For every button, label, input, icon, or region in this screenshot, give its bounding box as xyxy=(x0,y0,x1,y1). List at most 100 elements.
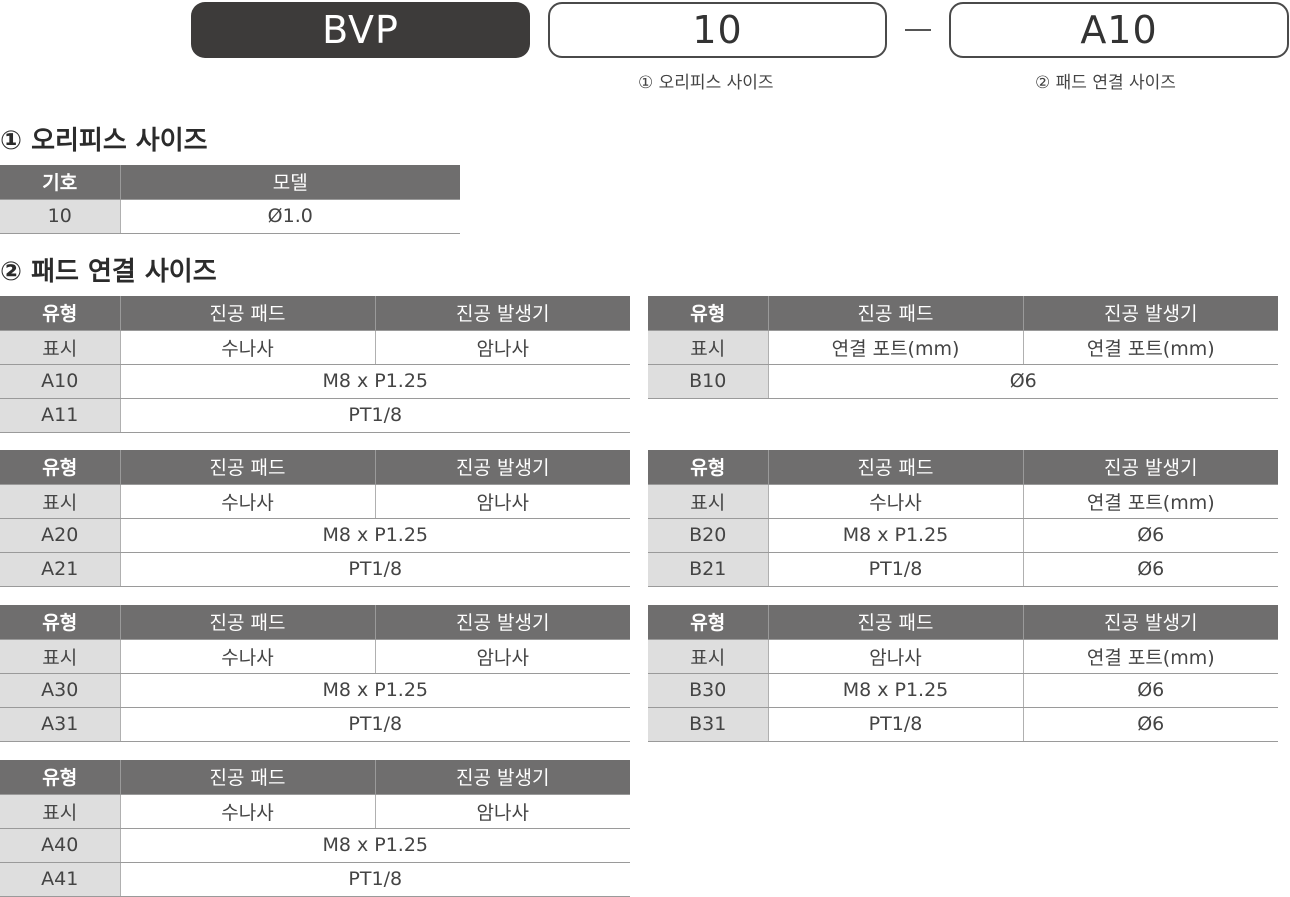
table-row: 표시 연결 포트(mm) 연결 포트(mm) xyxy=(648,330,1278,365)
table-row: A21 PT1/8 xyxy=(0,552,630,587)
table-row: 표시 수나사 암나사 xyxy=(0,484,630,519)
header-vacuum-generator: 진공 발생기 xyxy=(374,450,630,485)
cell-vacuum-pad: M8 x P1.25 xyxy=(119,828,630,863)
table-header-row: 유형 진공 패드 진공 발생기 xyxy=(0,296,630,331)
cell-vacuum-generator: 암나사 xyxy=(374,639,630,674)
table-row: B21 PT1/8 Ø6 xyxy=(648,552,1278,587)
header-type: 유형 xyxy=(0,296,120,331)
cell-type: 표시 xyxy=(0,330,120,365)
table-row: 10 Ø1.0 xyxy=(0,199,460,234)
header-vacuum-generator: 진공 발생기 xyxy=(374,760,630,795)
table-row: A10 M8 x P1.25 xyxy=(0,364,630,399)
orifice-code: 10 xyxy=(692,8,743,52)
pad-table: 유형 진공 패드 진공 발생기 표시 수나사 암나사 A20 M8 x P1.25 A21 PT1… xyxy=(0,450,630,587)
header-vacuum-generator: 진공 발생기 xyxy=(374,605,630,640)
orifice-section-title: ① 오리피스 사이즈 xyxy=(0,126,208,156)
cell-vacuum-generator: 연결 포트(mm) xyxy=(1022,330,1278,365)
table-row: B20 M8 x P1.25 Ø6 xyxy=(648,518,1278,553)
table-row: 표시 수나사 암나사 xyxy=(0,330,630,365)
cell-type: 표시 xyxy=(0,639,120,674)
cell-type: 표시 xyxy=(0,794,120,829)
cell-type: A30 xyxy=(0,673,120,708)
cell-vacuum-generator: 암나사 xyxy=(374,484,630,519)
orifice-caption: ① 오리피스 사이즈 xyxy=(638,73,774,93)
cell-vacuum-pad: 수나사 xyxy=(119,330,375,365)
table-header-row: 유형 진공 패드 진공 발생기 xyxy=(648,296,1278,331)
cell-type: A10 xyxy=(0,364,120,399)
cell-vacuum-pad: Ø6 xyxy=(767,364,1278,399)
cell-type: B10 xyxy=(648,364,768,399)
cell-vacuum-pad: PT1/8 xyxy=(767,552,1023,587)
cell-type: 표시 xyxy=(648,330,768,365)
header-vacuum-pad: 진공 패드 xyxy=(119,296,375,331)
cell-type: A31 xyxy=(0,707,120,742)
cell-vacuum-generator: 암나사 xyxy=(374,330,630,365)
model-code-box: BVP xyxy=(191,2,530,58)
orifice-code-box: 10 xyxy=(548,2,887,58)
header-vacuum-generator: 진공 발생기 xyxy=(1022,296,1278,331)
cell-type: B30 xyxy=(648,673,768,708)
cell-vacuum-pad: M8 x P1.25 xyxy=(767,673,1023,708)
header-type: 유형 xyxy=(648,605,768,640)
header-vacuum-pad: 진공 패드 xyxy=(767,605,1023,640)
cell-vacuum-pad: 수나사 xyxy=(119,794,375,829)
header-type: 유형 xyxy=(648,450,768,485)
cell-vacuum-pad: 수나사 xyxy=(119,639,375,674)
header-vacuum-pad: 진공 패드 xyxy=(119,760,375,795)
table-row: A11 PT1/8 xyxy=(0,398,630,433)
table-header-row: 유형 진공 패드 진공 발생기 xyxy=(0,760,630,795)
table-row: 표시 암나사 연결 포트(mm) xyxy=(648,639,1278,674)
header-model: 모델 xyxy=(119,165,460,200)
table-header-row: 기호 모델 xyxy=(0,165,460,200)
pad-code-box: A10 xyxy=(949,2,1289,58)
separator-dash xyxy=(905,29,931,31)
pad-code: A10 xyxy=(1080,8,1158,52)
orifice-table: 기호 모델 10 Ø1.0 xyxy=(0,165,460,234)
table-row: 표시 수나사 암나사 xyxy=(0,639,630,674)
cell-vacuum-pad: PT1/8 xyxy=(119,552,630,587)
cell-vacuum-generator: 암나사 xyxy=(374,794,630,829)
pad-table: 유형 진공 패드 진공 발생기 표시 암나사 연결 포트(mm) B30 M8 x P1.25… xyxy=(648,605,1278,742)
cell-vacuum-pad: M8 x P1.25 xyxy=(119,518,630,553)
cell-vacuum-generator: Ø6 xyxy=(1022,673,1278,708)
pad-table: 유형 진공 패드 진공 발생기 표시 수나사 암나사 A30 M8 x P1.25 A31 PT1… xyxy=(0,605,630,742)
header-type: 유형 xyxy=(0,605,120,640)
table-row: B31 PT1/8 Ø6 xyxy=(648,707,1278,742)
table-row: A30 M8 x P1.25 xyxy=(0,673,630,708)
cell-type: A11 xyxy=(0,398,120,433)
cell-vacuum-generator: 연결 포트(mm) xyxy=(1022,484,1278,519)
table-row: 표시 수나사 연결 포트(mm) xyxy=(648,484,1278,519)
table-header-row: 유형 진공 패드 진공 발생기 xyxy=(648,450,1278,485)
table-header-row: 유형 진공 패드 진공 발생기 xyxy=(0,605,630,640)
table-row: A40 M8 x P1.25 xyxy=(0,828,630,863)
pad-table: 유형 진공 패드 진공 발생기 표시 수나사 암나사 A10 M8 x P1.25 A11 PT1… xyxy=(0,296,630,433)
pad-table: 유형 진공 패드 진공 발생기 표시 수나사 연결 포트(mm) B20 M8 x P1.25… xyxy=(648,450,1278,587)
cell-model: Ø1.0 xyxy=(119,199,460,234)
table-row: A31 PT1/8 xyxy=(0,707,630,742)
header-vacuum-pad: 진공 패드 xyxy=(767,296,1023,331)
cell-vacuum-pad: 수나사 xyxy=(767,484,1023,519)
header-vacuum-pad: 진공 패드 xyxy=(119,605,375,640)
header-vacuum-generator: 진공 발생기 xyxy=(374,296,630,331)
pad-table: 유형 진공 패드 진공 발생기 표시 수나사 암나사 A40 M8 x P1.25 A41 PT1… xyxy=(0,760,630,897)
cell-symbol: 10 xyxy=(0,199,120,234)
cell-type: B20 xyxy=(648,518,768,553)
table-row: 표시 수나사 암나사 xyxy=(0,794,630,829)
cell-vacuum-pad: PT1/8 xyxy=(767,707,1023,742)
model-code: BVP xyxy=(322,8,399,52)
table-header-row: 유형 진공 패드 진공 발생기 xyxy=(0,450,630,485)
cell-type: A40 xyxy=(0,828,120,863)
cell-vacuum-generator: Ø6 xyxy=(1022,552,1278,587)
cell-type: A20 xyxy=(0,518,120,553)
cell-type: A41 xyxy=(0,862,120,897)
header-type: 유형 xyxy=(648,296,768,331)
table-row: A20 M8 x P1.25 xyxy=(0,518,630,553)
cell-vacuum-generator: Ø6 xyxy=(1022,518,1278,553)
table-row: A41 PT1/8 xyxy=(0,862,630,897)
cell-type: B31 xyxy=(648,707,768,742)
cell-vacuum-pad: 연결 포트(mm) xyxy=(767,330,1023,365)
cell-vacuum-pad: M8 x P1.25 xyxy=(119,673,630,708)
cell-type: B21 xyxy=(648,552,768,587)
header-type: 유형 xyxy=(0,760,120,795)
cell-type: 표시 xyxy=(0,484,120,519)
